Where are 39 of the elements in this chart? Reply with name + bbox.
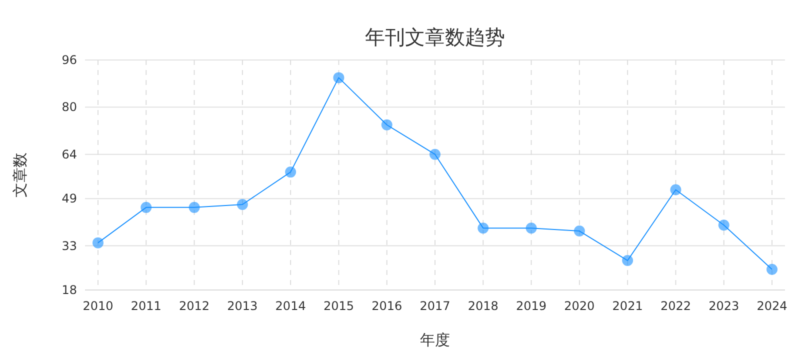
x-tick-label: 2018 (468, 299, 498, 313)
x-tick-label: 2024 (756, 299, 788, 313)
point (526, 222, 537, 234)
x-tick-label: 2017 (420, 299, 450, 313)
x-tick-label: 2022 (660, 299, 691, 313)
y-axis-title: 文章数 (11, 152, 29, 198)
point (622, 255, 634, 266)
y-tick-label: 33 (62, 238, 77, 253)
y-tick-label: 18 (62, 283, 77, 297)
point (430, 148, 440, 160)
point (285, 166, 296, 178)
x-tick-label: 2020 (564, 299, 595, 313)
x-tick-label: 2023 (708, 299, 740, 313)
x-tick-label: 2014 (275, 299, 306, 313)
point (766, 264, 778, 275)
point (92, 237, 104, 248)
y-tick-label: 64 (62, 147, 77, 162)
point (333, 72, 344, 84)
x-tick-label: 2016 (372, 299, 402, 313)
point (188, 202, 200, 213)
point (670, 184, 682, 196)
y-tick-label: 49 (62, 192, 77, 206)
point (236, 198, 248, 210)
y-tick-label: 80 (62, 100, 77, 114)
x-tick-label: 2019 (516, 299, 547, 313)
x-tick-label: 2021 (612, 299, 643, 313)
point (381, 119, 392, 130)
point (574, 226, 585, 237)
y-tick-label: 96 (62, 53, 77, 67)
point (718, 220, 730, 231)
chart-title: 年刊文章数趋势 (365, 25, 505, 49)
x-tick-label: 2015 (323, 299, 354, 313)
x-tick-label: 2013 (227, 299, 258, 313)
x-axis-title: 年度 (420, 331, 450, 349)
x-tick-label: 2012 (179, 299, 210, 313)
x-tick-label: 2011 (130, 299, 162, 313)
point (140, 202, 152, 213)
x-tick-label: 2010 (82, 299, 114, 313)
point (478, 222, 489, 234)
